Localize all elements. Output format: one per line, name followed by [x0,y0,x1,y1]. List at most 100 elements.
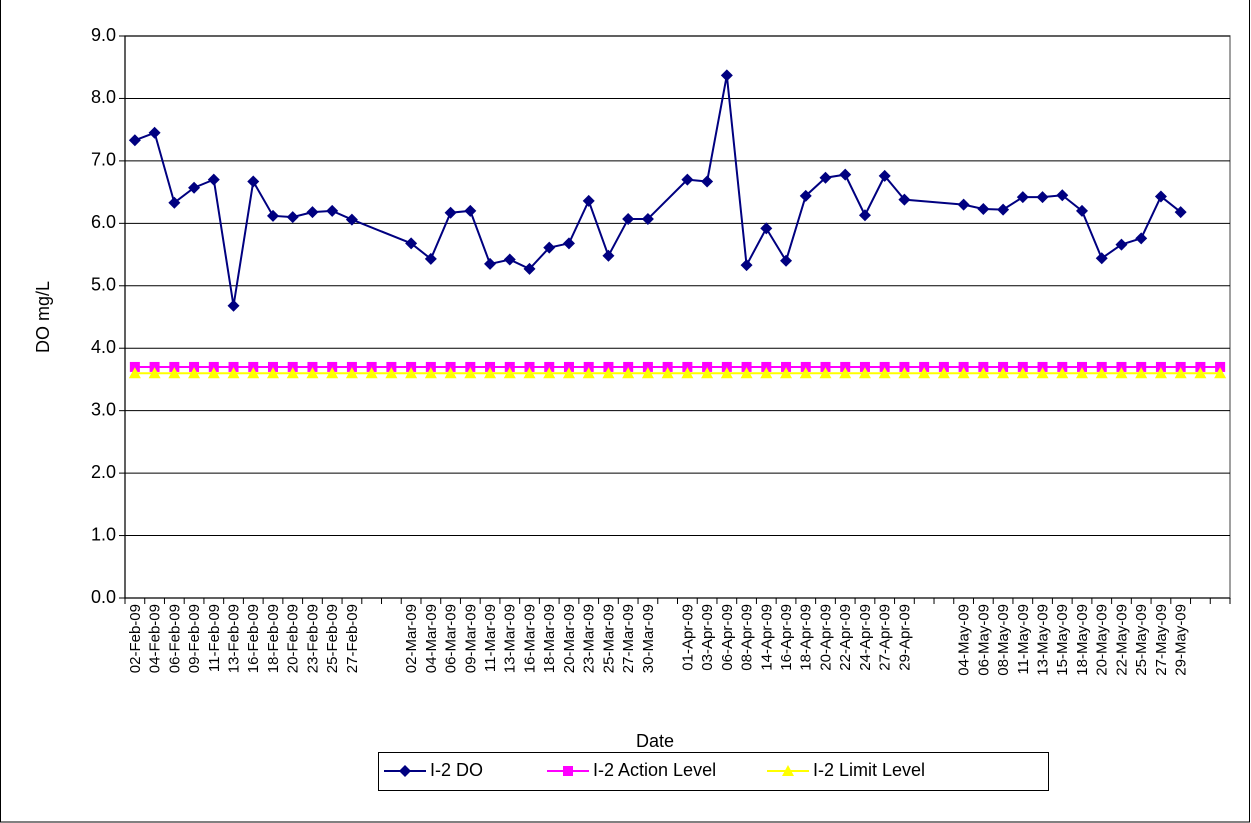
marker [326,204,339,217]
marker [702,361,713,372]
marker [424,367,437,379]
marker [169,361,180,372]
x-tick-label: 06-Feb-09 [166,604,183,673]
marker [782,765,794,776]
x-tick-label: 06-Apr-09 [719,604,736,671]
marker [878,169,891,182]
x-tick-label: 01-Apr-09 [679,604,696,671]
marker [997,203,1010,216]
marker [1115,367,1128,379]
marker [445,361,456,372]
marker [227,367,240,379]
x-tick-label: 11-Feb-09 [206,604,223,672]
marker [464,367,477,379]
x-tick-label: 08-Apr-09 [739,604,756,671]
x-tick-label: 18-May-09 [1074,604,1091,676]
marker [820,361,831,372]
marker [405,237,418,250]
y-tick-label: 3.0 [91,399,116,419]
marker [148,367,161,379]
x-tick-label: 11-Mar-09 [482,604,499,672]
marker [977,367,990,379]
marker [721,361,732,372]
marker [839,367,852,379]
marker [957,367,970,379]
marker [781,361,792,372]
x-tick-label: 04-Feb-09 [147,604,164,673]
marker [1056,189,1069,202]
x-tick-label: 20-Apr-09 [817,604,834,671]
marker [682,361,693,372]
marker [207,367,220,379]
marker [740,259,753,272]
marker [898,367,911,379]
x-tick-label: 23-Mar-09 [581,604,598,673]
x-tick-label: 29-Apr-09 [896,604,913,671]
marker [149,361,160,372]
x-tick-label: 27-Mar-09 [620,604,637,673]
marker [799,189,812,202]
x-tick-label: 09-Feb-09 [186,604,203,673]
marker [266,209,279,222]
marker [1214,367,1227,379]
marker [603,361,614,372]
series-line [687,75,906,269]
marker [503,253,516,266]
marker [228,361,239,372]
x-tick-label: 23-Feb-09 [304,604,321,673]
legend-box [378,752,1049,791]
marker [346,361,357,372]
marker [898,193,911,206]
marker [681,173,694,186]
marker [327,361,338,372]
marker [148,126,161,139]
x-tick-label: 16-Mar-09 [521,604,538,673]
x-tick-label: 16-Feb-09 [245,604,262,673]
legend-label: I-2 Limit Level [813,760,925,780]
x-tick-label: 25-Mar-09 [600,604,617,673]
x-tick-label: 27-May-09 [1153,604,1170,676]
marker [780,254,793,267]
x-tick-label: 02-Mar-09 [403,604,420,673]
marker [623,361,634,372]
marker [306,367,319,379]
y-tick-label: 9.0 [91,25,116,45]
y-tick-label: 7.0 [91,150,116,170]
marker [523,262,536,275]
marker [937,367,950,379]
x-tick-label: 22-May-09 [1113,604,1130,676]
marker [345,367,358,379]
x-tick-label: 22-Apr-09 [837,604,854,671]
marker [405,367,418,379]
x-tick-label: 04-May-09 [956,604,973,676]
x-tick-label: 18-Feb-09 [265,604,282,673]
marker [583,361,594,372]
x-tick-label: 25-Feb-09 [324,604,341,673]
x-tick-label: 13-Mar-09 [502,604,519,673]
marker [406,361,417,372]
marker [701,367,714,379]
x-tick-label: 30-Mar-09 [640,604,657,673]
marker [701,175,714,188]
marker [247,367,260,379]
x-tick-label: 20-Mar-09 [561,604,578,673]
marker [365,367,378,379]
marker [661,367,674,379]
marker [582,194,595,207]
x-tick-label: 20-Feb-09 [285,604,302,673]
marker [641,212,654,225]
x-tick-label: 06-May-09 [975,604,992,676]
marker [543,367,556,379]
marker [386,361,397,372]
marker [899,361,910,372]
marker [544,361,555,372]
x-tick-label: 29-May-09 [1173,604,1190,676]
marker [602,249,615,262]
marker [642,361,653,372]
marker [819,171,832,184]
marker [326,367,339,379]
marker [1136,361,1147,372]
marker [681,367,694,379]
marker [1095,367,1108,379]
